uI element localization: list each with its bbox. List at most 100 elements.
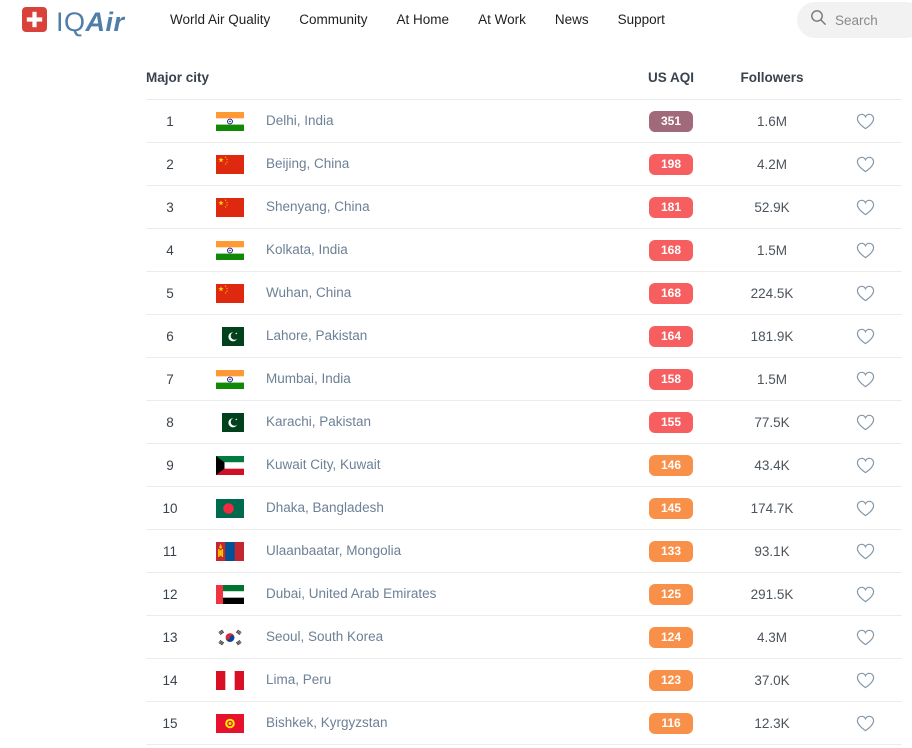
table-row[interactable]: 12 Dubai, United Arab Emirates 125 291.5… [146,573,902,616]
city-link[interactable]: Bishkek, Kyrgyzstan [266,715,388,730]
nav-item-community[interactable]: Community [299,12,368,27]
main-nav: World Air Quality Community At Home At Work… [170,12,665,27]
nav-item-at-home[interactable]: At Home [396,12,450,27]
south-korea-flag-icon [194,627,266,647]
follow-heart-button[interactable] [853,454,878,477]
city-link[interactable]: Karachi, Pakistan [266,414,372,429]
followers-value: 1.6M [756,113,787,129]
table-row[interactable]: 2 Beijing, China 198 4.2M [146,143,902,186]
nav-item-support[interactable]: Support [617,12,665,27]
heart-icon [855,328,876,349]
nav-item-news[interactable]: News [554,12,589,27]
followers-value: 1.5M [756,371,787,387]
followers-value: 181.9K [750,328,794,344]
follow-heart-button[interactable] [853,497,878,520]
table-row[interactable]: 7 Mumbai, India 158 1.5M [146,358,902,401]
follow-heart-button[interactable] [853,368,878,391]
table-row[interactable]: 10 Dhaka, Bangladesh 145 174.7K [146,487,902,530]
china-flag-icon [194,197,266,217]
china-flag-icon [194,283,266,303]
table-row[interactable]: 6 Lahore, Pakistan 164 181.9K [146,315,902,358]
city-link[interactable]: Wuhan, China [266,285,352,300]
city-link[interactable]: Beijing, China [266,156,350,171]
heart-icon [855,672,876,693]
followers-value: 174.7K [750,500,794,516]
follow-heart-button[interactable] [853,282,878,305]
nav-item-at-work[interactable]: At Work [478,12,526,27]
city-link[interactable]: Lima, Peru [266,672,332,687]
heart-icon [855,457,876,478]
logo-wordmark: IQAir [56,6,125,37]
table-row[interactable]: 15 Bishkek, Kyrgyzstan 116 12.3K [146,702,902,745]
table-row[interactable]: 9 Kuwait City, Kuwait 146 43.4K [146,444,902,487]
follow-heart-button[interactable] [853,325,878,348]
india-flag-icon [194,240,266,260]
nav-item-world-air-quality[interactable]: World Air Quality [170,12,271,27]
uae-flag-icon [194,584,266,604]
city-link[interactable]: Dhaka, Bangladesh [266,500,384,515]
follow-heart-button[interactable] [853,411,878,434]
city-link[interactable]: Delhi, India [266,113,334,128]
peru-flag-icon [194,670,266,690]
search-box[interactable] [797,2,912,38]
rank: 15 [162,715,178,731]
heart-icon [855,586,876,607]
swiss-cross-icon [22,7,47,37]
iqair-logo[interactable]: IQAir [22,7,125,37]
table-row[interactable]: 3 Shenyang, China 181 52.9K [146,186,902,229]
city-link[interactable]: Kuwait City, Kuwait [266,457,381,472]
india-flag-icon [194,369,266,389]
city-link[interactable]: Lahore, Pakistan [266,328,368,343]
followers-value: 12.3K [754,715,790,731]
follow-heart-button[interactable] [853,712,878,735]
heart-icon [855,242,876,263]
city-link[interactable]: Shenyang, China [266,199,370,214]
table-row[interactable]: 8 Karachi, Pakistan 155 77.5K [146,401,902,444]
search-input[interactable] [835,12,907,28]
table-row[interactable]: 14 Lima, Peru 123 37.0K [146,659,902,702]
follow-heart-button[interactable] [853,669,878,692]
table-row[interactable]: 5 Wuhan, China 168 224.5K [146,272,902,315]
table-row[interactable]: 11 Ulaanbaatar, Mongolia 133 93.1K [146,530,902,573]
followers-value: 224.5K [750,285,794,301]
rank: 2 [166,156,174,172]
aqi-badge: 123 [649,669,693,691]
city-link[interactable]: Dubai, United Arab Emirates [266,586,437,601]
follow-heart-button[interactable] [853,239,878,262]
followers-value: 77.5K [754,414,790,430]
table-row[interactable]: 4 Kolkata, India 168 1.5M [146,229,902,272]
city-link[interactable]: Ulaanbaatar, Mongolia [266,543,402,558]
heart-icon [855,715,876,736]
table-row[interactable]: 1 Delhi, India 351 1.6M [146,100,902,143]
china-flag-icon [194,154,266,174]
city-link[interactable]: Kolkata, India [266,242,348,257]
rank: 4 [166,242,174,258]
pakistan-flag-icon [194,412,266,432]
follow-heart-button[interactable] [853,540,878,563]
rank: 7 [166,371,174,387]
city-link[interactable]: Seoul, South Korea [266,629,384,644]
aqi-badge: 181 [649,196,693,218]
heart-icon [855,199,876,220]
followers-value: 291.5K [750,586,794,602]
follow-heart-button[interactable] [853,626,878,649]
rank: 12 [162,586,178,602]
aqi-badge: 133 [649,540,693,562]
rank: 1 [166,113,174,129]
heart-icon [855,371,876,392]
follow-heart-button[interactable] [853,153,878,176]
pakistan-flag-icon [194,326,266,346]
follow-heart-button[interactable] [853,110,878,133]
follow-heart-button[interactable] [853,196,878,219]
heart-icon [855,113,876,134]
aqi-badge: 158 [649,368,693,390]
rank: 6 [166,328,174,344]
rank: 14 [162,672,178,688]
rank: 9 [166,457,174,473]
table-row[interactable]: 13 Seoul, South Korea 124 4.3M [146,616,902,659]
city-link[interactable]: Mumbai, India [266,371,351,386]
aqi-badge: 155 [649,411,693,433]
followers-value: 1.5M [756,242,787,258]
follow-heart-button[interactable] [853,583,878,606]
aqi-badge: 168 [649,239,693,261]
